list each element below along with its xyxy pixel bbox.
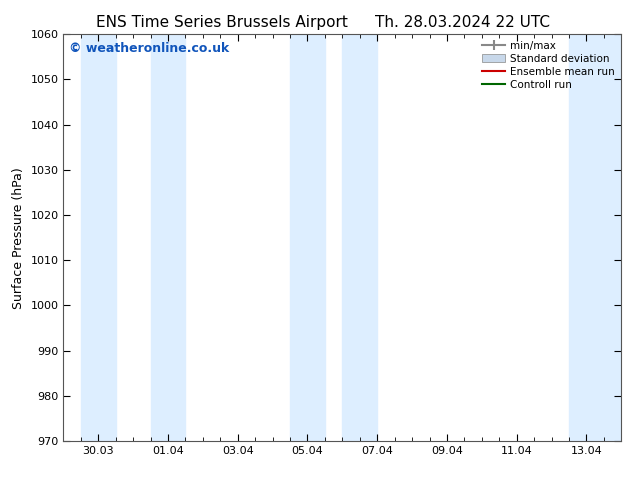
Y-axis label: Surface Pressure (hPa): Surface Pressure (hPa) [12, 167, 25, 309]
Bar [342, 34, 377, 441]
Bar [569, 34, 621, 441]
Bar [150, 34, 185, 441]
Bar [81, 34, 116, 441]
Legend: min/max, Standard deviation, Ensemble mean run, Controll run: min/max, Standard deviation, Ensemble me… [478, 36, 619, 94]
Text: © weatheronline.co.uk: © weatheronline.co.uk [69, 43, 230, 55]
Bar [290, 34, 325, 441]
Text: Th. 28.03.2024 22 UTC: Th. 28.03.2024 22 UTC [375, 15, 550, 30]
Text: ENS Time Series Brussels Airport: ENS Time Series Brussels Airport [96, 15, 348, 30]
